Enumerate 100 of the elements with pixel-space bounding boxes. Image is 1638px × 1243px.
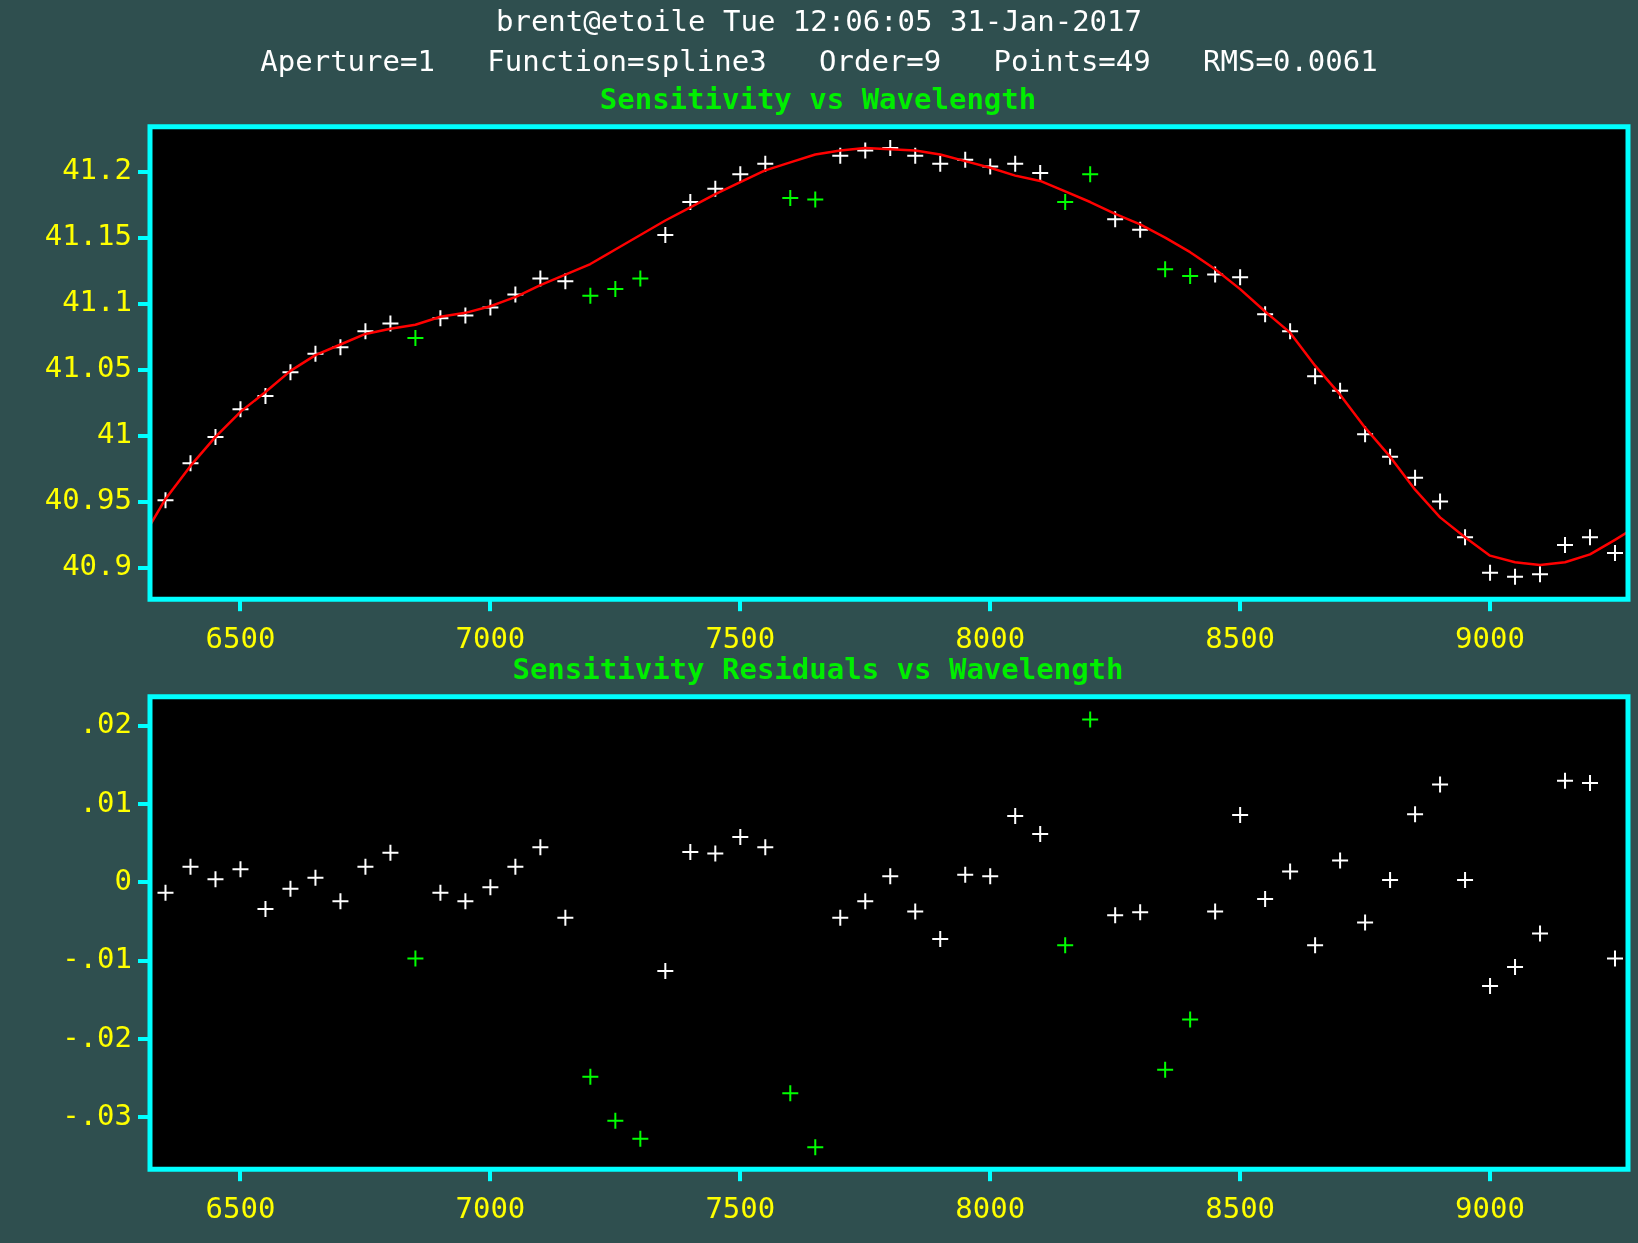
point <box>306 344 325 363</box>
point <box>706 844 725 863</box>
point <box>881 867 900 886</box>
point <box>531 838 550 857</box>
y-tick-label: 40.9 <box>62 548 132 583</box>
point <box>331 892 350 911</box>
point <box>381 843 400 862</box>
text: brent@etoile Tue 12:06:05 31-Jan-2017 <box>495 4 1143 38</box>
point <box>1456 528 1475 547</box>
point <box>1481 563 1500 582</box>
point <box>1431 492 1450 511</box>
point <box>1456 871 1475 890</box>
point <box>781 189 800 208</box>
point <box>1106 210 1125 229</box>
point <box>281 879 300 898</box>
point <box>1531 565 1550 584</box>
point <box>1381 871 1400 890</box>
y-tick-label: 41.1 <box>62 284 132 319</box>
point <box>1081 710 1100 729</box>
point <box>1281 862 1300 881</box>
point <box>781 1084 800 1103</box>
point <box>1406 805 1425 824</box>
point <box>1131 903 1150 922</box>
point <box>181 454 200 473</box>
point <box>1206 902 1225 921</box>
x-tick-label: 9000 <box>1455 621 1525 656</box>
point <box>681 842 700 861</box>
point <box>1531 924 1550 943</box>
point <box>306 868 325 887</box>
point <box>706 179 725 198</box>
point <box>381 314 400 333</box>
x-tick-label: 8000 <box>955 1191 1026 1226</box>
point <box>431 883 450 902</box>
point <box>481 878 500 897</box>
point <box>856 141 875 160</box>
point <box>1556 536 1575 555</box>
point <box>1481 976 1500 995</box>
point <box>206 870 225 889</box>
point <box>281 363 300 382</box>
y-tick-label: 41.2 <box>62 152 132 187</box>
point <box>1606 544 1624 563</box>
point <box>1006 806 1025 825</box>
point <box>1331 851 1350 870</box>
point <box>456 306 475 325</box>
point <box>456 892 475 911</box>
x-tick-label: 8500 <box>1205 621 1276 656</box>
point <box>1256 305 1275 324</box>
point <box>406 328 425 347</box>
point <box>506 857 525 876</box>
point <box>156 491 175 510</box>
point <box>931 154 950 173</box>
y-tick-label: -.02 <box>62 1019 132 1054</box>
point <box>406 949 425 968</box>
point <box>556 272 575 291</box>
point <box>831 908 850 927</box>
x-tick-label: 6500 <box>205 1191 276 1226</box>
y-tick-label: 40.95 <box>44 482 132 517</box>
point <box>731 828 750 847</box>
point <box>831 146 850 165</box>
y-tick-label: 41 <box>97 416 132 451</box>
point <box>1356 913 1375 932</box>
point <box>231 860 250 879</box>
x-tick-label: 9000 <box>1455 1191 1525 1226</box>
point <box>856 892 875 911</box>
point <box>906 902 925 921</box>
point <box>1331 381 1350 400</box>
point <box>1581 773 1600 792</box>
point <box>1606 949 1624 968</box>
x-tick-label: 7000 <box>455 1191 526 1226</box>
point <box>881 138 900 157</box>
point <box>1431 775 1450 794</box>
point <box>356 322 375 341</box>
point <box>1031 824 1050 843</box>
point <box>431 309 450 328</box>
point <box>1056 193 1075 212</box>
point <box>1231 268 1250 287</box>
point <box>1181 266 1200 285</box>
point <box>1231 806 1250 825</box>
point <box>1031 163 1050 182</box>
point <box>806 1138 825 1157</box>
point <box>1306 367 1325 386</box>
point <box>231 400 250 419</box>
point <box>1181 1010 1200 1029</box>
x-tick-label: 8500 <box>1205 1191 1276 1226</box>
point <box>1556 771 1575 790</box>
point <box>1131 220 1150 239</box>
point <box>756 838 775 857</box>
point <box>1156 260 1175 279</box>
y-tick-label: 41.15 <box>44 218 132 253</box>
point <box>631 269 650 288</box>
point <box>906 146 925 165</box>
point <box>956 865 975 884</box>
point <box>1506 958 1525 977</box>
point <box>1406 468 1425 487</box>
chart-title: Sensitivity vs Wavelength <box>599 81 1037 116</box>
point <box>606 280 625 299</box>
y-tick-label: .02 <box>79 706 132 741</box>
point <box>1581 528 1600 547</box>
point <box>1506 567 1525 586</box>
y-tick-label: -.03 <box>62 1098 132 1133</box>
